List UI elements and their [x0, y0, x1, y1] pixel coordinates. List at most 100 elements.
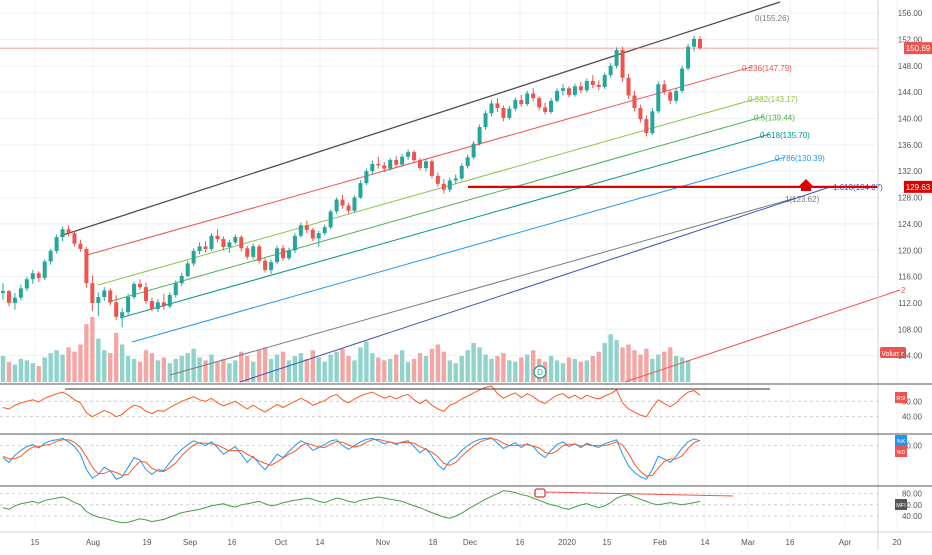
volume-bar: [608, 334, 613, 382]
candle-body: [662, 84, 667, 93]
candle-body: [269, 262, 274, 271]
volume-bar: [96, 338, 101, 382]
mfi-highlight-box: [534, 488, 546, 498]
indicator-series: [2, 437, 701, 477]
candle-body: [286, 250, 291, 259]
volume-bar: [197, 357, 202, 382]
fib-line: [169, 197, 796, 376]
volume-bar: [48, 353, 53, 382]
fib-label: 0.618(135.70): [760, 131, 810, 140]
volume-bar: [191, 348, 196, 382]
candle-body: [48, 250, 53, 262]
volume-bar: [78, 344, 83, 382]
volume-bar: [489, 358, 494, 382]
volume-bar: [411, 358, 417, 382]
volume-bar: [417, 353, 423, 382]
volume-label-bg: [880, 347, 906, 358]
volume-bar: [578, 361, 584, 382]
candle-body: [441, 183, 446, 190]
volume-bar: [679, 357, 685, 382]
candle-body: [626, 77, 631, 96]
candle-body: [656, 84, 661, 112]
dividend-marker-text: D: [537, 368, 543, 377]
indicator-pane-rsi: 60.00 40.00: [0, 383, 932, 422]
fib-label: 0.236(147.79): [742, 64, 792, 73]
candle-body: [620, 50, 625, 78]
candle-body: [447, 180, 452, 190]
candle-body: [60, 229, 65, 238]
volume-bar: [6, 361, 12, 382]
indicator-badge: %K: [895, 435, 907, 446]
candle-body: [42, 261, 47, 278]
candle-body: [179, 275, 184, 284]
volume-bar: [298, 353, 304, 382]
volume-bar: [286, 360, 292, 382]
trend-line: [59, 1, 781, 237]
volume-bar: [364, 341, 369, 382]
candle-body: [1, 291, 5, 294]
time-tick-label: 16: [516, 538, 525, 547]
volume-bar: [656, 354, 661, 382]
volume-bar: [108, 353, 113, 382]
candle-body: [30, 273, 35, 280]
volume-bar: [149, 353, 155, 382]
fib-channel: 0.236(147.79) 0.382(143.17) 0.5(139.44) 0.6…: [59, 1, 906, 383]
candle-body: [167, 295, 172, 307]
volume-bar: [209, 354, 214, 382]
time-tick-label: 19: [143, 538, 152, 547]
volume-bar: [572, 358, 578, 382]
indicator-badge-text: %D: [897, 450, 906, 456]
candle-body: [54, 237, 59, 251]
volume-bar: [435, 344, 441, 382]
level-badge-text: 129.63: [906, 183, 931, 192]
candle-body: [126, 297, 131, 313]
mfi-trend-line: [544, 491, 734, 497]
time-tick-label: 14: [701, 538, 710, 547]
volume-bar: [560, 363, 566, 382]
candle-body: [680, 68, 685, 91]
candle-body: [370, 163, 375, 172]
volume-bar: [233, 360, 238, 382]
volume-bar: [131, 358, 137, 382]
volume-bar: [548, 356, 554, 382]
price-tick-label: 148.00: [898, 62, 923, 71]
candle-body: [322, 227, 327, 234]
dividend-marker: D: [533, 365, 547, 379]
candle-body: [191, 250, 196, 264]
candle-body: [304, 225, 309, 230]
indicator-badge: %D: [895, 446, 907, 457]
volume-bar: [72, 351, 77, 382]
candle-body: [674, 90, 679, 101]
volume-bars: [0, 317, 691, 382]
volume-bar: [477, 347, 482, 382]
volume-bar: [399, 350, 405, 382]
last-price-text: 150.69: [906, 44, 931, 53]
volume-bar: [668, 347, 673, 382]
candle-body: [90, 283, 95, 303]
volume-bar: [590, 356, 595, 382]
volume-bar: [471, 343, 476, 382]
indicator-pane-mfi: 80.00 60.00 40.00: [0, 485, 932, 524]
candle-body: [340, 199, 345, 206]
candle-body: [698, 38, 702, 49]
volume-bar: [179, 356, 184, 382]
candle-body: [328, 211, 333, 228]
volume-bar: [447, 360, 452, 382]
candle-body: [471, 143, 476, 158]
volume-bar: [239, 351, 244, 382]
price-tick-label: 156.00: [898, 9, 923, 18]
candle-body: [495, 103, 500, 109]
candle-body: [388, 160, 393, 169]
candle-body: [584, 81, 589, 91]
volume-bar: [125, 356, 131, 382]
volume-bar: [638, 354, 643, 382]
volume-bar: [203, 360, 208, 382]
volume-bar: [143, 350, 149, 382]
volume-bar: [102, 350, 107, 382]
candle-body: [161, 302, 166, 307]
price-tick-label: 136.00: [898, 141, 923, 150]
volume-bar: [465, 350, 470, 382]
candles: [1, 35, 702, 328]
